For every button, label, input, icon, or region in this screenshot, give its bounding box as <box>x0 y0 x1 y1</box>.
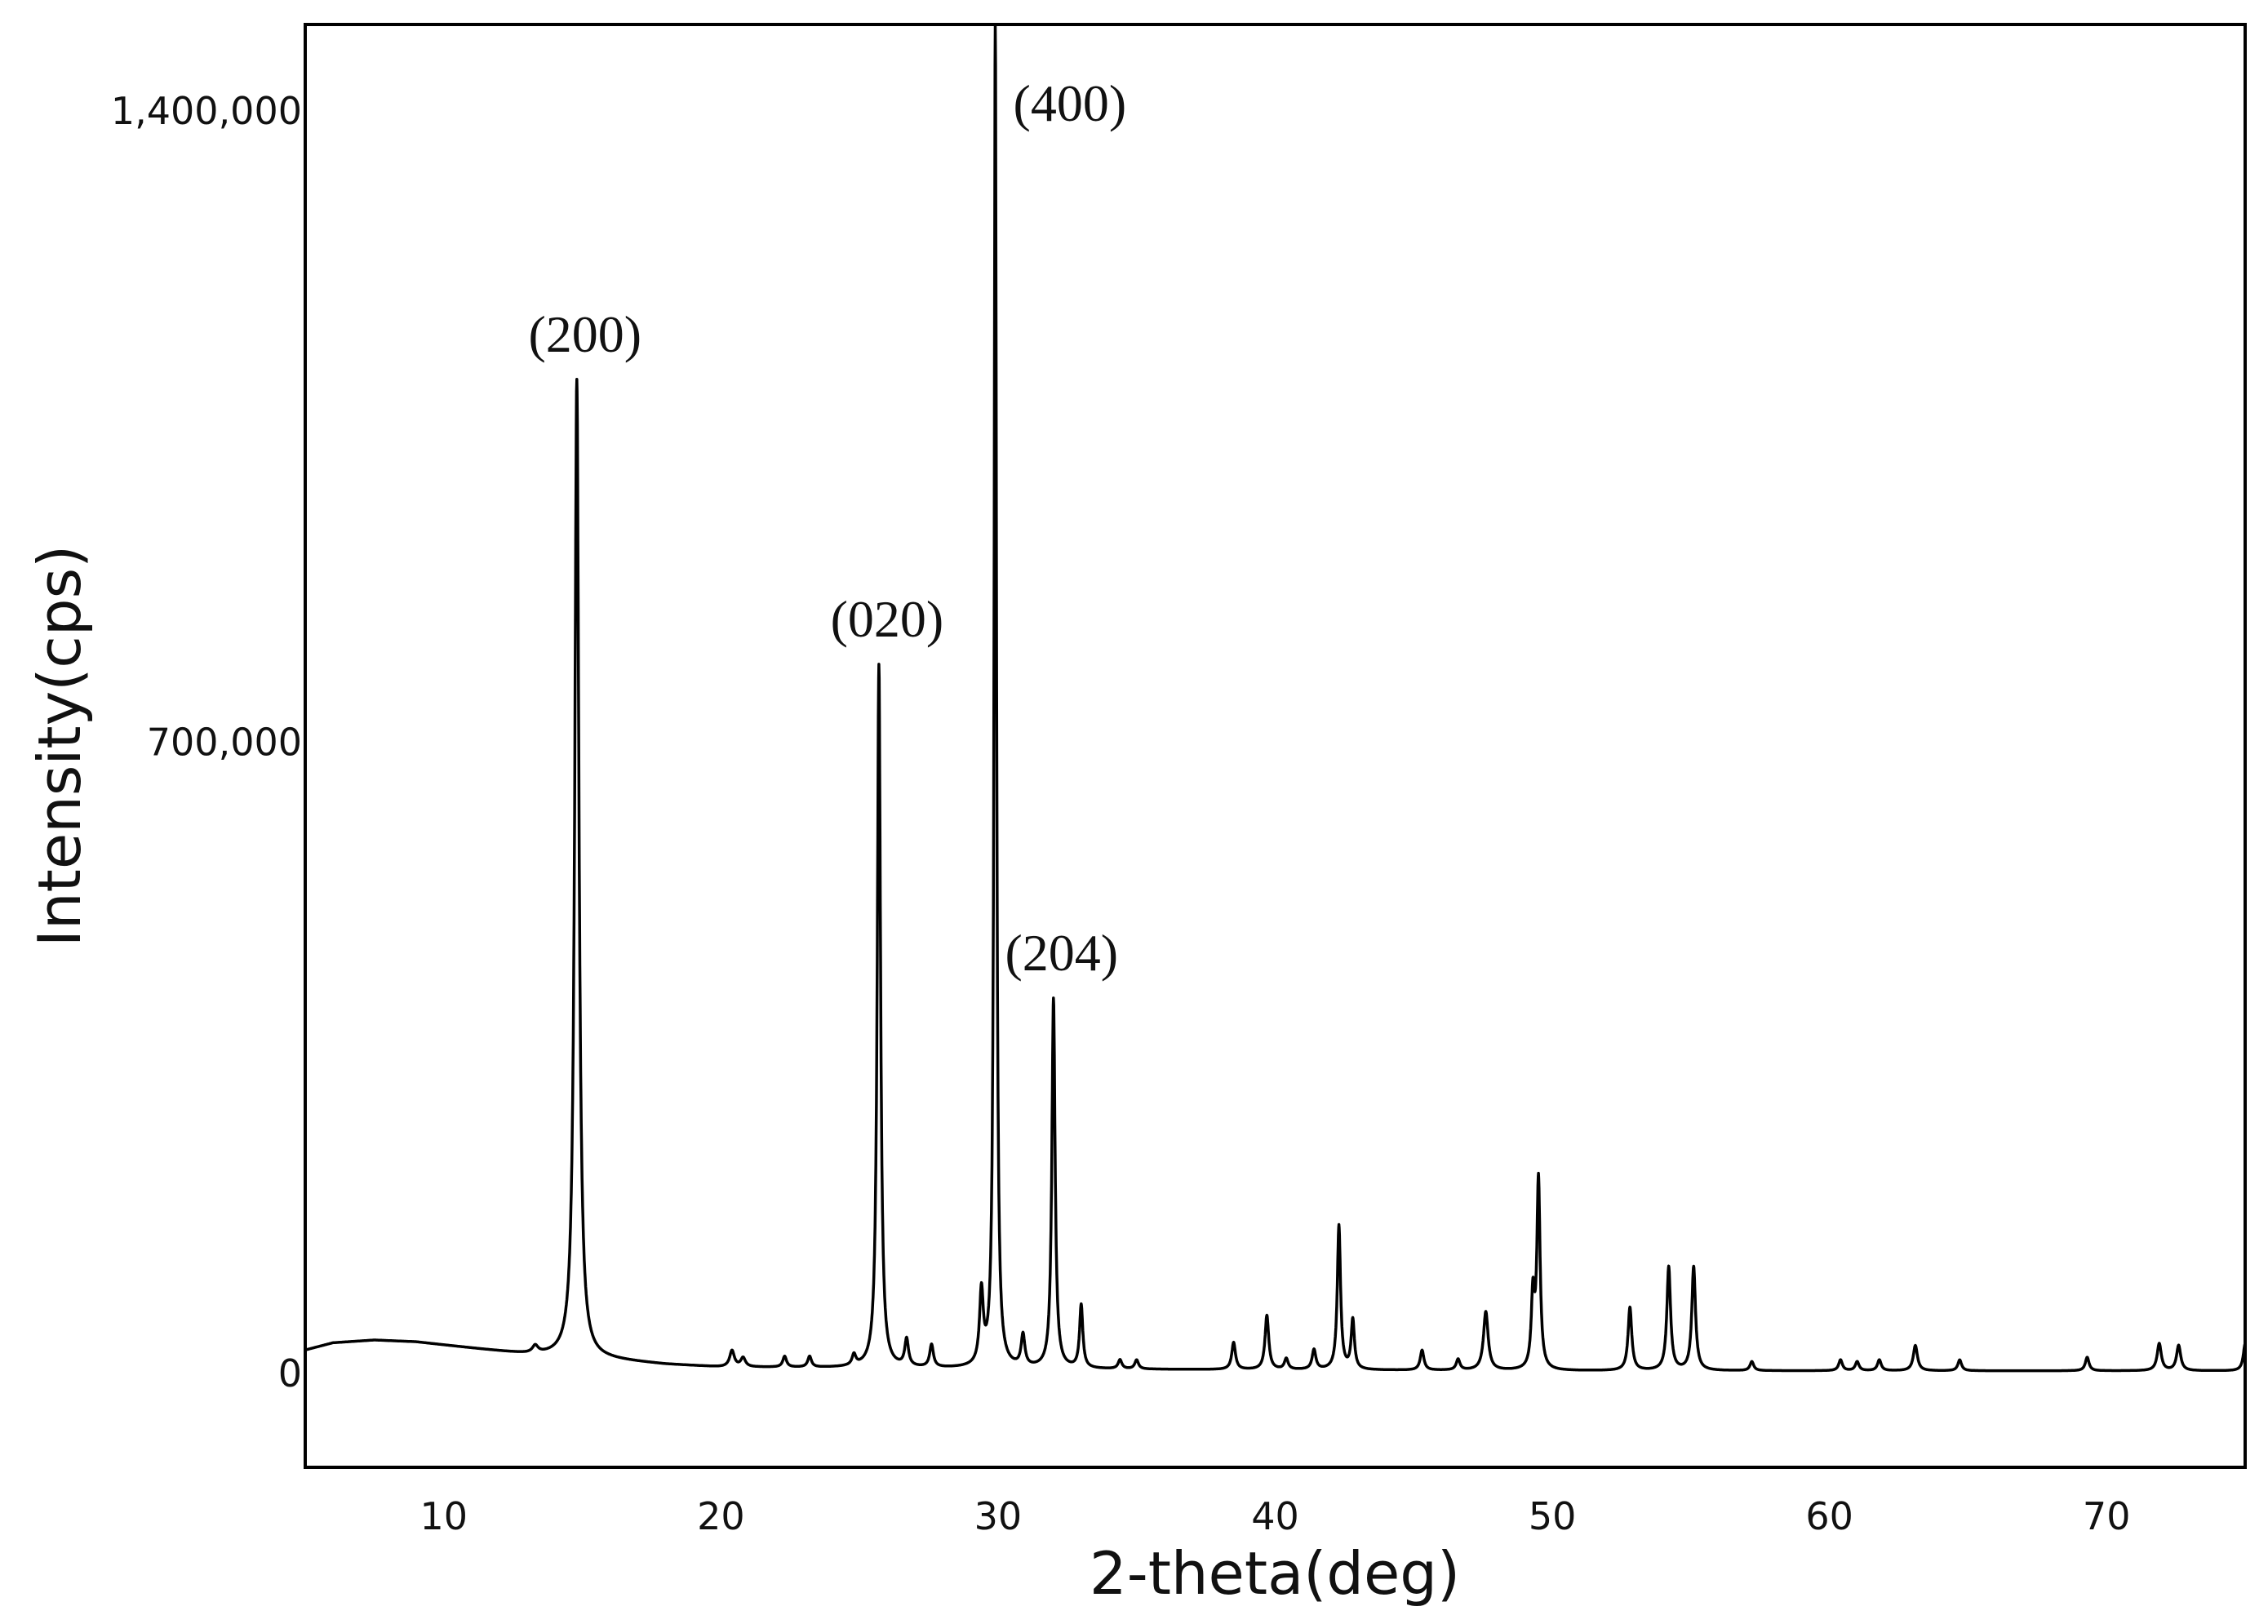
x-tick-label: 40 <box>1251 1494 1299 1538</box>
x-tick-label: 20 <box>697 1494 745 1538</box>
diffraction-pattern-line <box>304 23 2247 1373</box>
x-tick-label: 30 <box>974 1494 1023 1538</box>
x-tick-label: 10 <box>420 1494 468 1538</box>
y-tick-label: 1,400,000 <box>111 89 302 133</box>
plot-frame <box>304 23 2247 1469</box>
y-tick-label: 700,000 <box>147 721 302 765</box>
x-tick-label: 50 <box>1529 1494 1577 1538</box>
x-axis-title: 2-theta(deg) <box>1090 1539 1460 1608</box>
x-tick-labels: 10 20 30 40 50 60 70 <box>420 1494 2131 1538</box>
x-tick-label: 70 <box>2083 1494 2131 1538</box>
y-axis-title: Intensity(cps) <box>25 545 94 947</box>
peak-label: (204) <box>1005 924 1118 982</box>
plot-area <box>304 23 2247 1373</box>
peak-label: (200) <box>528 305 641 363</box>
y-tick-labels: 0 700,000 1,400,000 <box>111 89 302 1395</box>
x-tick-label: 60 <box>1805 1494 1853 1538</box>
peak-labels: (200) (020) (400) (204) <box>528 74 1126 982</box>
y-tick-label: 0 <box>278 1351 302 1395</box>
peak-label: (020) <box>831 590 944 648</box>
peak-label: (400) <box>1014 74 1127 132</box>
